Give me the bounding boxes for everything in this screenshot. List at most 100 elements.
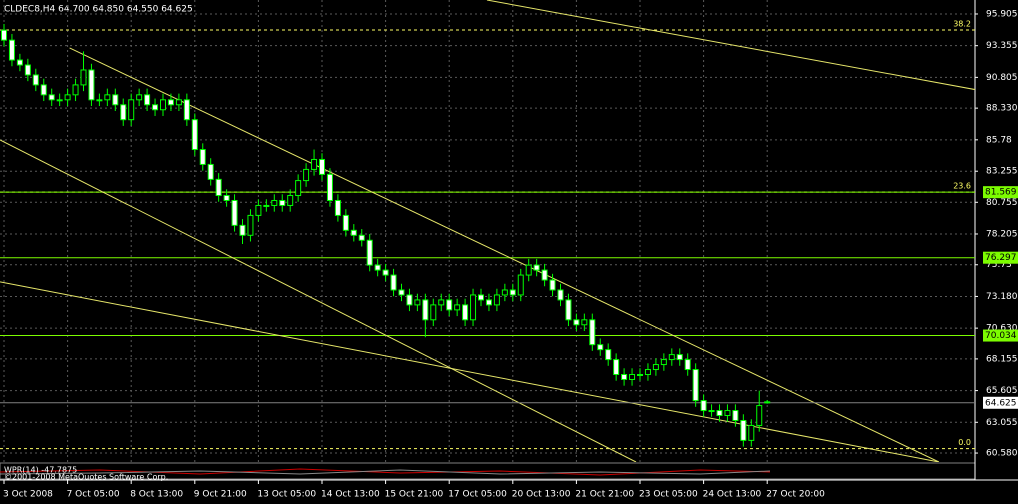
candle-body xyxy=(621,373,628,380)
price-level-box xyxy=(983,186,1018,199)
candle-body xyxy=(374,264,381,271)
candle-body xyxy=(517,274,524,296)
candle-body xyxy=(438,299,445,306)
candle-body xyxy=(160,99,166,111)
candle-body xyxy=(605,349,612,361)
x-tick-label: 13 Oct 05:00 xyxy=(257,490,316,500)
candle-body xyxy=(191,119,198,151)
candle-body xyxy=(557,289,564,301)
candle-body xyxy=(422,299,429,321)
candle-body xyxy=(231,199,238,226)
candle-body xyxy=(565,299,572,321)
indicator-line xyxy=(0,468,771,476)
x-tick-label: 21 Oct 21:00 xyxy=(575,490,634,500)
trendline xyxy=(486,0,975,91)
candle-body xyxy=(334,199,341,216)
current-price-box xyxy=(983,396,1018,409)
candle-body xyxy=(700,400,707,412)
price-level-label: 70.034 xyxy=(985,331,1017,341)
candle-body xyxy=(247,214,254,236)
candle-body xyxy=(239,224,246,236)
candle-body xyxy=(549,279,556,291)
candle-body xyxy=(509,289,516,296)
x-tick-label: 20 Oct 13:00 xyxy=(512,490,571,500)
trendline xyxy=(69,47,940,462)
indicator-label: WPR(14) -47.7875 xyxy=(4,466,77,475)
price-level-label: 76.297 xyxy=(985,253,1017,263)
y-tick-label: 95.905 xyxy=(986,9,1018,19)
candle-body xyxy=(501,289,508,296)
candle-body xyxy=(303,168,310,182)
candle-body xyxy=(342,214,349,231)
candle-body xyxy=(660,359,667,366)
candle-body xyxy=(56,99,63,102)
candle-body xyxy=(120,104,127,121)
copyright: ©2001-2008 MetaQuotes Software Corp. xyxy=(4,473,168,482)
candle-body xyxy=(199,149,206,165)
candle-body xyxy=(8,39,15,61)
candle-body xyxy=(255,204,262,216)
candle-body xyxy=(64,94,71,101)
trendline xyxy=(0,281,940,462)
candle-body xyxy=(382,269,389,276)
candle-body xyxy=(112,94,119,106)
price-level-label: 81.569 xyxy=(985,188,1017,198)
candle-body xyxy=(668,354,675,361)
y-tick-label: 65.605 xyxy=(986,386,1018,396)
candle-body xyxy=(708,410,715,413)
candle-body xyxy=(589,319,596,346)
candle-body xyxy=(398,289,405,296)
candle-body xyxy=(485,299,492,306)
y-tick-label: 93.355 xyxy=(986,41,1018,51)
candle-body xyxy=(207,163,214,180)
candle-body xyxy=(637,373,643,376)
price-level-box xyxy=(983,251,1018,264)
x-tick-label: 9 Oct 21:00 xyxy=(194,490,247,500)
candle-body xyxy=(597,344,604,351)
candle-body xyxy=(279,199,286,206)
x-tick-label: 27 Oct 20:00 xyxy=(766,490,825,500)
candle-body xyxy=(748,424,755,441)
trendline xyxy=(0,139,637,462)
candle-body xyxy=(430,304,437,321)
candle-body xyxy=(493,294,500,306)
candle-body xyxy=(406,294,413,306)
candle-body xyxy=(223,195,230,201)
y-tick-label: 85.78 xyxy=(986,135,1012,145)
candle-body xyxy=(167,99,174,106)
candle-body xyxy=(104,94,111,101)
candle-body xyxy=(215,178,222,197)
candle-body xyxy=(144,94,151,106)
candle-body xyxy=(613,359,620,375)
y-tick-label: 63.055 xyxy=(986,418,1018,428)
candle-body xyxy=(88,69,95,101)
x-tick-label: 8 Oct 13:00 xyxy=(130,490,183,500)
y-tick-label: 60.580 xyxy=(986,449,1018,459)
candle-body xyxy=(48,94,55,101)
candle-body xyxy=(716,410,723,417)
candle-body xyxy=(478,294,484,301)
candle-body xyxy=(573,319,580,326)
candle-body xyxy=(581,319,588,326)
indicator-line xyxy=(0,469,771,475)
y-tick-label: 70.630 xyxy=(986,324,1018,334)
candle-body xyxy=(692,369,699,402)
candle-body xyxy=(525,264,532,276)
candle-body xyxy=(183,99,190,121)
candle-body xyxy=(319,158,325,175)
candle-body xyxy=(724,410,731,417)
candle-body xyxy=(732,410,739,421)
x-tick-label: 15 Oct 21:00 xyxy=(385,490,444,500)
candle-body xyxy=(32,74,39,86)
x-tick-label: 3 Oct 2008 xyxy=(3,490,53,500)
fib-label: 0.0 xyxy=(958,438,971,447)
candle-body xyxy=(1,29,7,41)
candle-body xyxy=(358,234,365,241)
current-price-label: 64.625 xyxy=(985,398,1017,408)
fib-label: 23.6 xyxy=(953,182,971,191)
candle-body xyxy=(16,59,23,66)
fib-label: 38.2 xyxy=(953,19,971,28)
candle-body xyxy=(136,94,143,101)
candle-body xyxy=(454,304,461,311)
